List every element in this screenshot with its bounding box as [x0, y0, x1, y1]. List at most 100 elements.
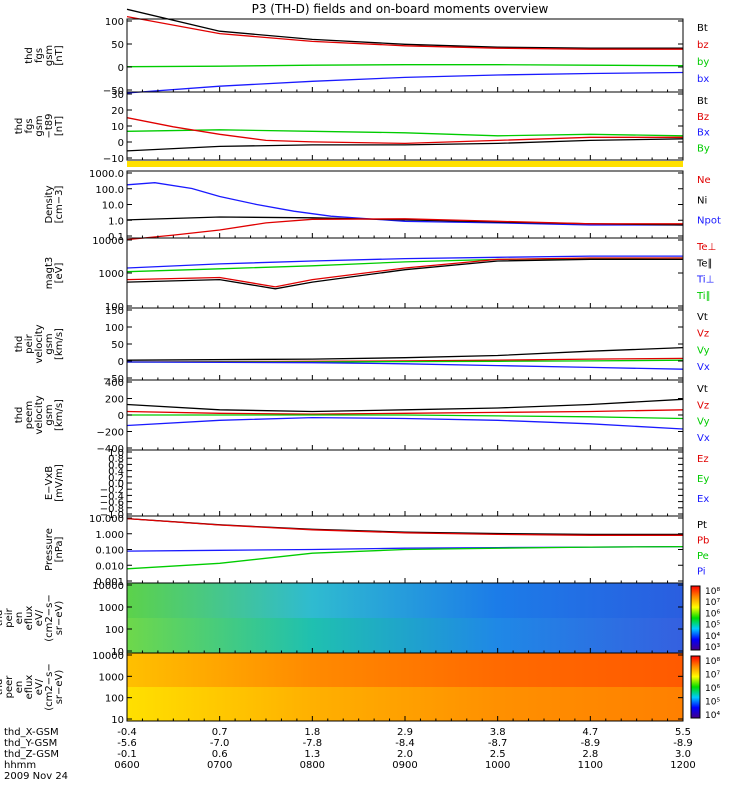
y-axis-label: thdfgsgsm−t89[nT]: [14, 113, 65, 138]
series-red: [126, 517, 683, 536]
ephemeris-table: thd_X-GSM -0.4 0.7 1.8 2.9 3.8 4.7 5.5 thd_Y-GSM…: [4, 727, 696, 782]
panel-p3: Ne Ni Npot 1000.0 100.0 10.0 1.0 0.1 Density[cm−…: [44, 169, 721, 243]
panel-frame: [126, 449, 684, 517]
legend-label: Vt: [697, 384, 708, 395]
ephemeris-value: 0900: [392, 760, 417, 771]
spectrogram-band: [127, 653, 683, 687]
series-black: [126, 517, 683, 536]
y-tick-label: 20: [111, 106, 124, 117]
series-black: [126, 398, 684, 413]
ephemeris-value: 1.8: [304, 727, 320, 738]
legend-label: Bt: [697, 96, 708, 107]
colorbar-tick-label: 10⁸: [705, 587, 720, 597]
panel-p5: Vt Vz Vy Vx 150 100 50 0 −50 thdpeirvelocitygsm[k…: [14, 306, 710, 385]
legend-label: Vz: [697, 329, 709, 340]
colorbar-tick-label: 10⁶: [705, 609, 720, 619]
ephemeris-value: -8.9: [581, 738, 601, 749]
y-tick-label: 0: [118, 411, 124, 422]
legend-label: Bt: [697, 23, 708, 34]
panels: Btbzbybx100500−50thdfgsgsm[nT]BtBzBxBy30…: [0, 8, 721, 726]
y-tick-label: −50: [103, 374, 124, 385]
legend-label: Vy: [697, 417, 710, 428]
series-red: [126, 257, 683, 288]
y-tick-label: 0.8: [108, 454, 124, 465]
ephemeris-value: -0.1: [117, 749, 137, 760]
spectrogram-band: [127, 618, 683, 653]
ephemeris-value: -7.8: [303, 738, 323, 749]
series-blue: [126, 255, 683, 269]
y-tick-label: −200: [97, 428, 124, 439]
y-tick-label: 100: [105, 625, 124, 636]
y-tick-label: 10.000: [89, 514, 124, 525]
legend-label: Pi: [697, 567, 706, 578]
y-tick-label: 30: [111, 90, 124, 101]
colorbar-tick-label: 10⁶: [705, 684, 720, 694]
y-axis-label: thdpeirenefluxeV/(cm2−s−sr−eV): [0, 594, 65, 641]
y-tick-label: 100: [105, 17, 124, 28]
y-tick-label: 100: [105, 694, 124, 705]
ephemeris-row-label: thd_X-GSM: [4, 727, 59, 738]
ephemeris-value: 0600: [114, 760, 139, 771]
panel-s2: 10⁸ 10⁷ 10⁶ 10⁵ 10⁴ 10000 1000 100 10 thdpeerenef…: [0, 651, 720, 726]
status-bar: [127, 161, 683, 167]
spectrogram-band: [127, 583, 683, 618]
y-axis-label: thdpeirvelocitygsm[km/s]: [14, 324, 65, 363]
y-tick-label: 0.010: [95, 561, 124, 572]
y-tick-label: −1.0: [100, 510, 124, 521]
ephemeris-value: 2.8: [582, 749, 598, 760]
legend-label: by: [697, 57, 709, 68]
y-axis-label: thdpeemvelocitygsm[km/s]: [14, 395, 65, 434]
ephemeris-value: -0.4: [117, 727, 137, 738]
legend-label: Npot: [697, 216, 721, 227]
legend-label: Ey: [697, 474, 709, 485]
panel-p6: Vt Vz Vy Vx 400 200 0 −200 −400 thdpeemvelocitygs…: [14, 378, 710, 455]
y-axis-label: Pressure[nPa]: [44, 528, 65, 571]
legend-label: Ti∥: [696, 291, 711, 302]
panel-p4: Te⊥ Te∥ Ti⊥ Ti∥ 10000 1000 100 magt3[eV]: [44, 236, 716, 313]
legend-label: Te∥: [696, 258, 713, 269]
colorbar-tick-label: 10⁷: [705, 598, 720, 608]
ephemeris-value: -5.6: [117, 738, 137, 749]
y-tick-label: 50: [111, 40, 124, 51]
series-green: [127, 414, 684, 420]
spectrogram-band: [127, 687, 683, 721]
legend-label: Bz: [697, 112, 709, 123]
legend-label: Bx: [697, 128, 710, 139]
ephemeris-value: 0700: [207, 760, 232, 771]
y-tick-label: 10: [111, 122, 124, 133]
colorbar-tick-label: 10³: [705, 643, 720, 653]
ephemeris-value: -7.0: [210, 738, 230, 749]
ephemeris-value: 5.5: [675, 727, 691, 738]
y-axis-label: magt3[eV]: [44, 257, 65, 290]
series-red: [126, 218, 683, 241]
legend-label: Pb: [697, 536, 709, 547]
ephemeris-value: 0.7: [212, 727, 228, 738]
legend-label: Vy: [697, 345, 710, 356]
legend-label: Ni: [697, 195, 707, 206]
ephemeris-row-label: thd_Z-GSM: [4, 749, 59, 760]
colorbar-tick-label: 10⁴: [705, 632, 720, 642]
y-tick-label: −0.2: [100, 485, 124, 496]
legend-label: Ex: [697, 494, 709, 505]
y-tick-label: 50: [111, 340, 124, 351]
y-axis-label: thdpeerenefluxeV/(cm2−s−sr−eV): [0, 663, 65, 710]
panel-p2: Bt Bz Bx By 30 20 10 0 −10 thdfgsgsm−t89[nT]: [14, 90, 710, 165]
y-tick-label: 100.0: [95, 185, 124, 196]
legend-label: bz: [697, 40, 709, 51]
y-tick-label: 150: [105, 306, 124, 317]
legend-label: Pe: [697, 551, 709, 562]
panel-frame: [126, 170, 684, 239]
series-blue: [126, 71, 684, 94]
series-green: [126, 129, 684, 137]
y-tick-label: 0.2: [108, 473, 124, 484]
ephemeris-value: 2.5: [490, 749, 506, 760]
y-tick-label: 0.6: [108, 460, 124, 471]
y-tick-label: 10000: [92, 236, 124, 247]
ephemeris-value: 0.6: [212, 749, 228, 760]
ephemeris-value: -8.9: [673, 738, 693, 749]
panel-frame: [126, 18, 684, 93]
y-tick-label: −0.8: [100, 504, 124, 515]
panel-p8: Pt Pb Pe Pi 10.000 1.000 0.100 0.010 0.001 Pressu…: [44, 514, 709, 588]
figure-title: P3 (TH-D) fields and on-board moments ov…: [252, 2, 549, 16]
